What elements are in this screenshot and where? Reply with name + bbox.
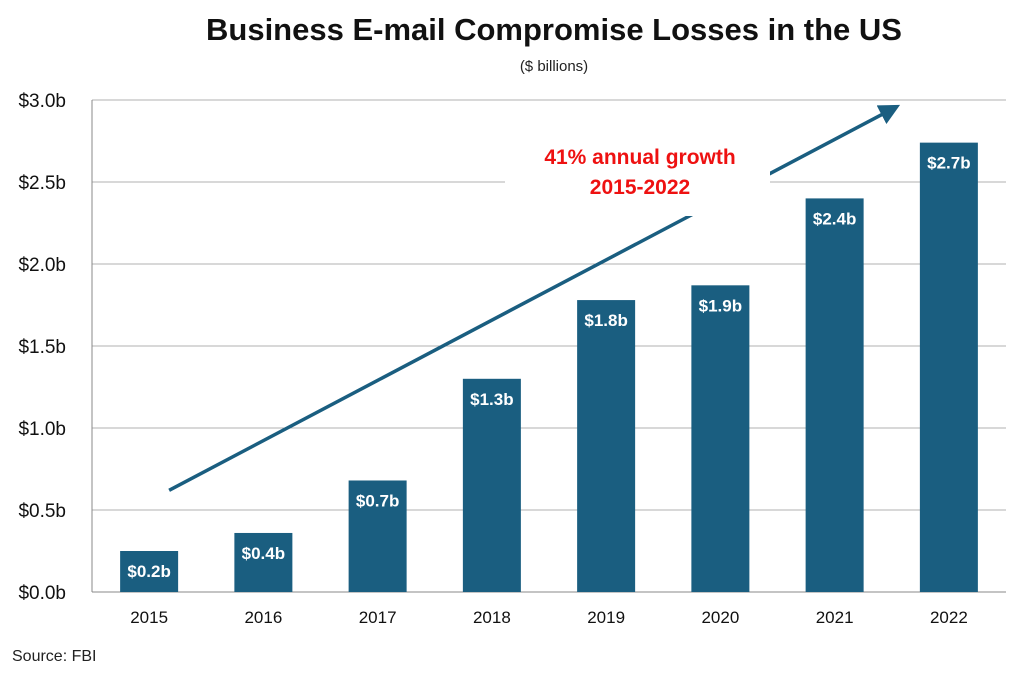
data-label: $0.2b (127, 562, 170, 581)
y-tick-label: $2.0b (18, 255, 66, 276)
y-tick-label: $3.0b (18, 91, 66, 112)
data-label: $1.3b (470, 390, 513, 409)
x-tick-label: 2020 (701, 608, 739, 627)
x-tick-label: 2019 (587, 608, 625, 627)
data-label: $0.4b (242, 544, 285, 563)
bar-2019 (577, 300, 636, 592)
bar-2016 (234, 532, 293, 592)
x-tick-label: 2021 (816, 608, 854, 627)
x-tick-label: 2016 (244, 608, 282, 627)
data-label: $2.4b (813, 209, 856, 228)
bar-2020 (691, 285, 750, 592)
source-note: Source: FBI (12, 648, 97, 665)
bar-2015 (120, 551, 179, 592)
bar-2017 (348, 480, 407, 592)
annotation-background (505, 138, 770, 216)
trend-arrow (168, 104, 901, 492)
chart-subtitle: ($ billions) (519, 58, 589, 75)
y-tick-label: $0.0b (18, 583, 66, 604)
data-label: $1.9b (699, 296, 742, 315)
y-tick-label: $2.5b (18, 173, 66, 194)
data-label: $1.8b (584, 311, 627, 330)
chart-title: Business E-mail Compromise Losses in the… (206, 12, 902, 47)
bar-2022 (919, 142, 978, 592)
y-tick-label: $1.5b (18, 337, 66, 358)
y-tick-label: $0.5b (18, 501, 66, 522)
x-tick-label: 2018 (473, 608, 511, 627)
annotation-line-1: 41% annual growth (544, 146, 735, 169)
x-tick-label: 2022 (930, 608, 968, 627)
annotation-line-2: 2015-2022 (590, 176, 690, 199)
data-label: $0.7b (356, 491, 399, 510)
x-tick-label: 2017 (359, 608, 397, 627)
data-label: $2.7b (927, 154, 970, 173)
y-tick-label: $1.0b (18, 419, 66, 440)
x-tick-label: 2015 (130, 608, 168, 627)
bar-2021 (805, 198, 864, 592)
bar-2018 (462, 378, 521, 592)
